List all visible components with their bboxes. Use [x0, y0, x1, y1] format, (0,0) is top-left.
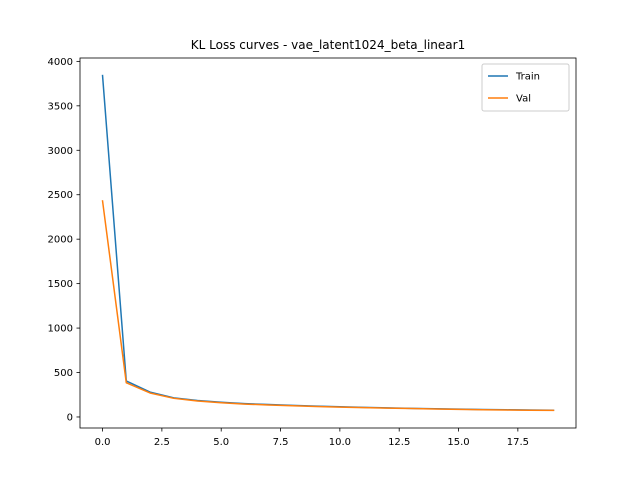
legend-label-val: Val [516, 94, 531, 105]
x-tick-label: 7.5 [273, 437, 289, 448]
x-tick-label: 5.0 [213, 437, 229, 448]
y-tick-label: 0 [67, 412, 73, 423]
y-tick-label: 2500 [48, 190, 73, 201]
y-tick-label: 3000 [48, 146, 73, 157]
y-tick-label: 1000 [48, 324, 73, 335]
x-axis: 0.0 2.5 5.0 7.5 10.0 12.5 15.0 17.5 [95, 428, 529, 448]
x-tick-label: 0.0 [95, 437, 111, 448]
y-tick-label: 500 [54, 368, 73, 379]
plot-frame [79, 57, 577, 429]
x-tick-label: 2.5 [154, 437, 170, 448]
series-line-val [101, 200, 555, 412]
plot-series-group [101, 74, 555, 412]
chart-title: KL Loss curves - vae_latent1024_beta_lin… [191, 38, 465, 52]
legend-label-train: Train [515, 72, 540, 83]
y-tick-label: 1500 [48, 279, 73, 290]
x-tick-label: 15.0 [447, 437, 469, 448]
x-tick-label: 10.0 [329, 437, 351, 448]
x-tick-label: 12.5 [388, 437, 410, 448]
x-tick-label: 17.5 [507, 437, 529, 448]
y-tick-label: 2000 [48, 235, 73, 246]
legend: Train Val [481, 63, 570, 112]
y-tick-label: 3500 [48, 101, 73, 112]
series-line-train [101, 74, 555, 411]
y-tick-label: 4000 [48, 57, 73, 68]
y-axis: 0 500 1000 1500 2000 2500 3000 3500 4000 [48, 57, 80, 423]
